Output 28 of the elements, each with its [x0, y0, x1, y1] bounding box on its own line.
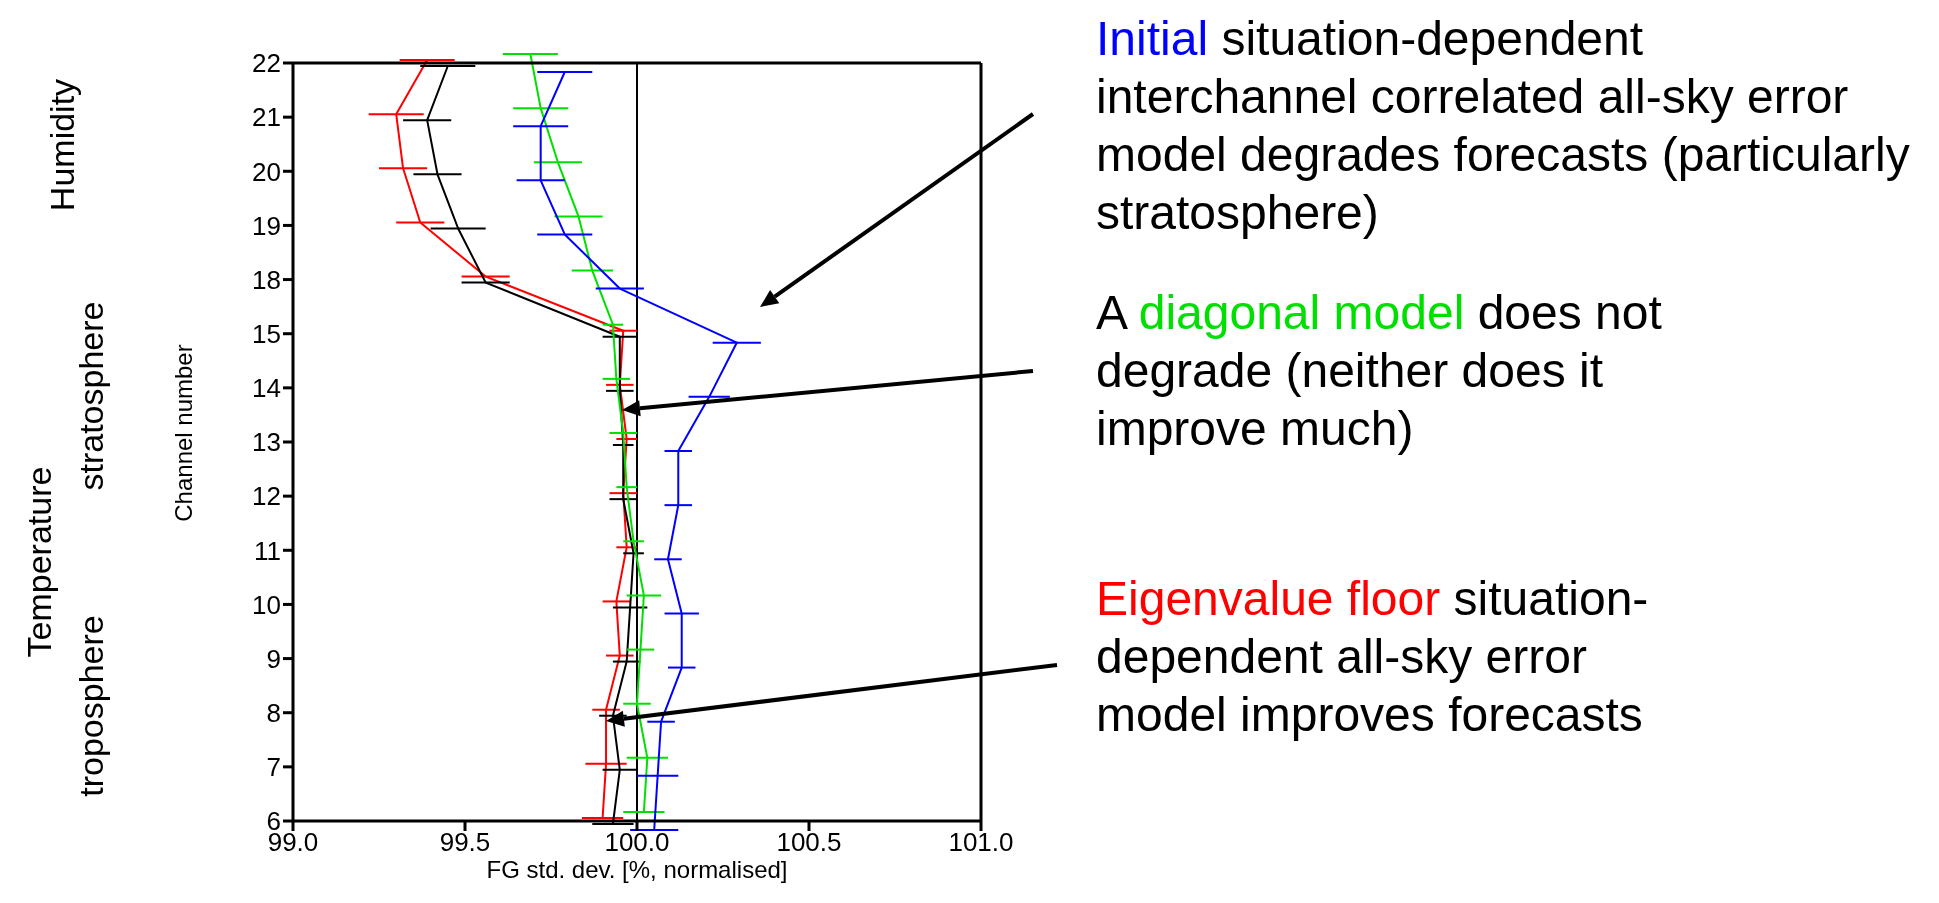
- text: Eigenvalue floor: [1096, 572, 1441, 625]
- y-tick-label: 22: [252, 48, 281, 79]
- x-tick-label: 101.0: [948, 827, 1014, 858]
- y-tick-label: 9: [266, 643, 281, 674]
- y-tick-label: 15: [252, 318, 281, 349]
- text: troposphere: [72, 615, 110, 797]
- text: Humidity: [43, 78, 81, 212]
- y-tick-label: 12: [252, 481, 281, 512]
- y-tick-label: 10: [252, 589, 281, 620]
- x-axis-title: FG std. dev. [%, normalised]: [486, 856, 788, 883]
- y-tick-label: 20: [252, 156, 281, 187]
- y-tick-label: 21: [252, 102, 281, 133]
- text: Temperature: [20, 466, 58, 658]
- text: Initial: [1096, 12, 1209, 65]
- y-axis-title: Channel number: [170, 344, 197, 522]
- x-tick-label: 100.0: [604, 827, 670, 858]
- text: diagonal model: [1138, 286, 1465, 339]
- x-tick-label: 99.5: [439, 827, 491, 858]
- y-tick-label: 18: [252, 264, 281, 295]
- y-tick-label: 13: [252, 427, 281, 458]
- x-tick-label: 100.5: [776, 827, 842, 858]
- y-tick-label: 11: [254, 535, 281, 566]
- y-tick-label: 8: [266, 697, 281, 728]
- text: A: [1096, 286, 1126, 339]
- y-tick-label: 7: [266, 752, 281, 783]
- text: stratosphere: [72, 301, 110, 491]
- y-tick-label: 19: [252, 210, 281, 241]
- y-tick-label: 14: [252, 373, 281, 404]
